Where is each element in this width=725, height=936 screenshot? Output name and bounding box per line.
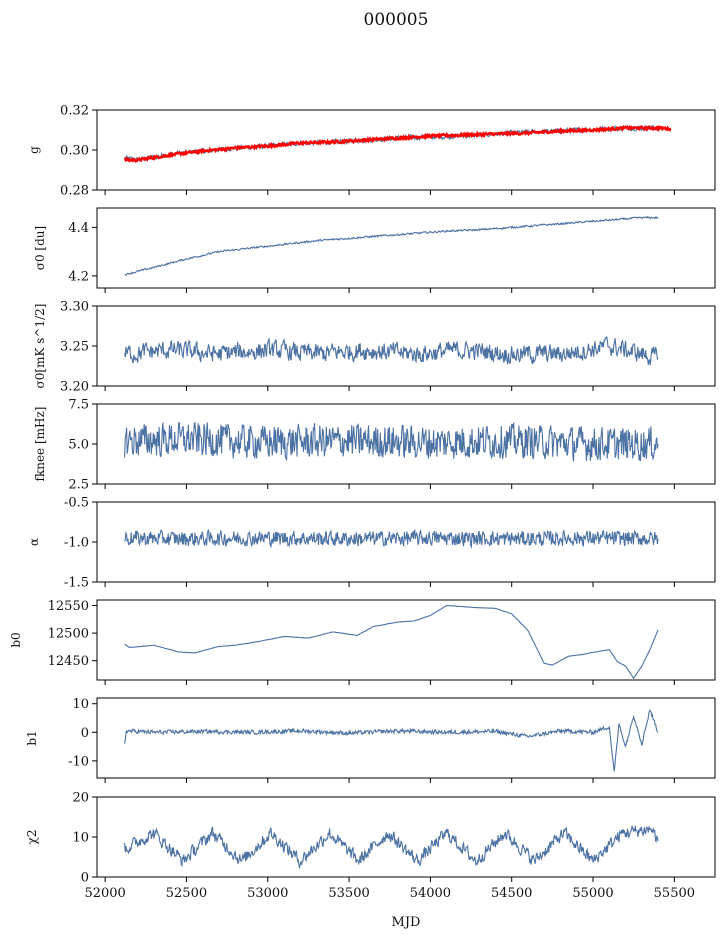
y-tick-label: -1.0 [64, 536, 89, 551]
series-line-1 [124, 528, 659, 549]
y-axis-label: α [27, 538, 41, 546]
series-line-1 [124, 421, 659, 462]
y-axis-label: b1 [25, 730, 39, 745]
axes-frame [96, 697, 716, 779]
figure-title: 000005 [364, 10, 429, 30]
x-tick-label: 53500 [328, 886, 369, 901]
panel-5: -0.5 -1.0 -1.5 α [27, 496, 716, 591]
y-tick-label: 12450 [48, 654, 89, 669]
panel-7: 10 0 -10 b1 [25, 697, 716, 783]
y-axis-label: χ2 [25, 830, 39, 845]
y-tick-label: 3.25 [60, 340, 89, 355]
panel-4: 7.5 5.0 2.5 fknee [mHz] [33, 398, 716, 493]
y-tick-label: 2.5 [68, 478, 89, 493]
y-axis-label: σ0[mK s^1/2] [33, 304, 47, 389]
axes-frame [96, 207, 716, 289]
series-line-1 [124, 335, 659, 366]
y-tick-label: 7.5 [68, 398, 89, 413]
y-axis-label: σ0 [du] [33, 226, 47, 270]
y-tick-label: 12500 [48, 627, 89, 642]
y-axis-label: fknee [mHz] [33, 407, 47, 482]
x-tick-label: 54000 [410, 886, 451, 901]
series-line-1 [124, 709, 659, 772]
axes-frame [96, 599, 716, 681]
panel-1: 0.32 0.30 0.28 g [27, 104, 716, 199]
y-tick-label: 0 [81, 871, 89, 886]
x-tick-label: 55000 [572, 886, 613, 901]
x-tick-label: 54500 [491, 886, 532, 901]
panel-6: 12550 12500 12450 b0 [9, 599, 716, 685]
y-tick-label: 3.20 [60, 380, 89, 395]
y-tick-label: 10 [72, 697, 89, 712]
y-tick-label: -0.5 [64, 496, 89, 511]
panels: 0.32 0.30 0.28 g 4.4 4.2 σ0 [du] 3.30 3.25 3.20 σ0… [9, 104, 716, 901]
y-tick-label: 0 [81, 726, 89, 741]
axes-frame [96, 501, 716, 583]
y-tick-label: 10 [72, 831, 89, 846]
y-tick-label: 4.4 [68, 221, 89, 236]
y-axis-label: g [27, 146, 41, 154]
x-tick-label: 53000 [247, 886, 288, 901]
x-tick-label: 52500 [166, 886, 207, 901]
y-tick-label: 12550 [48, 599, 89, 614]
y-tick-label: -1.5 [64, 576, 89, 591]
y-axis-label: b0 [9, 632, 23, 647]
axes-frame [96, 109, 716, 191]
y-tick-label: 4.2 [68, 269, 89, 284]
y-tick-label: 20 [72, 791, 89, 806]
series-line-1 [124, 216, 659, 276]
panel-2: 4.4 4.2 σ0 [du] [33, 207, 716, 293]
series-line-1 [124, 824, 659, 869]
x-axis-label: MJD [392, 915, 421, 930]
y-tick-label: 0.28 [60, 184, 89, 199]
series-line-1 [124, 604, 659, 680]
series-line-2 [123, 124, 672, 164]
y-tick-label: 5.0 [68, 438, 89, 453]
x-tick-label: 52000 [84, 886, 125, 901]
y-tick-label: -10 [68, 754, 89, 769]
y-tick-label: 0.30 [60, 144, 89, 159]
panel-3: 3.30 3.25 3.20 σ0[mK s^1/2] [33, 300, 716, 395]
y-tick-label: 3.30 [60, 300, 89, 315]
y-tick-label: 0.32 [60, 104, 89, 119]
x-tick-label: 55500 [654, 886, 695, 901]
axes-frame [96, 796, 716, 878]
